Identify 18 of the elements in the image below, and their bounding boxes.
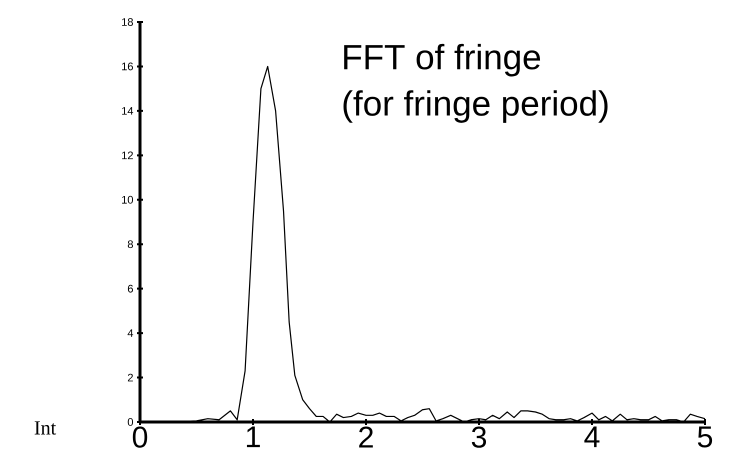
x-tick-label: 1	[246, 426, 260, 448]
x-tick-label: 3	[472, 426, 486, 448]
y-tick-label: 14	[122, 107, 134, 115]
x-tick-label: 5	[698, 426, 712, 448]
y-tick-label: 6	[128, 284, 133, 293]
text: FFT of fringe	[344, 44, 540, 76]
y-axis-title: Int	[34, 421, 56, 435]
y-tick-label: 18	[122, 18, 133, 26]
y-tick-label: 12	[122, 152, 133, 160]
y-tick-label: 2	[128, 374, 133, 382]
x-tick-label: 4	[584, 426, 600, 448]
y-tick-label: 8	[128, 240, 133, 248]
y-tick-label: 0	[128, 418, 134, 426]
y-tick-label: 10	[122, 196, 134, 204]
y-tick-label: 16	[122, 62, 133, 70]
x-tick-label: 2	[359, 426, 373, 448]
text: (for fringe period)	[344, 90, 608, 123]
y-tick-label: 4	[128, 329, 134, 337]
